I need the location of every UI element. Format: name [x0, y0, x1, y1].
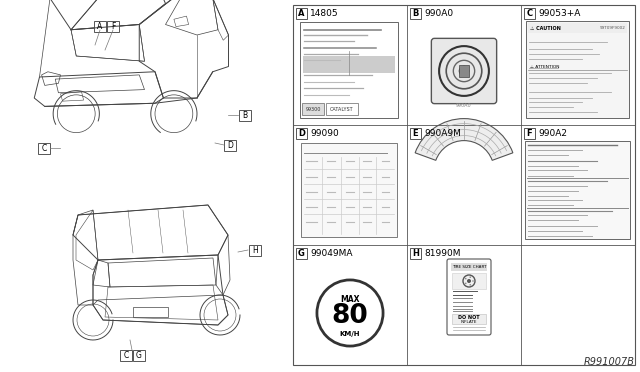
Text: 990A9M: 990A9M — [424, 129, 461, 138]
Text: D: D — [227, 141, 233, 150]
Text: G: G — [136, 350, 142, 359]
Bar — [94, 20, 106, 32]
Text: 81990M: 81990M — [424, 249, 461, 258]
Circle shape — [467, 279, 471, 283]
Text: 14805: 14805 — [310, 9, 339, 18]
Text: 99053+A: 99053+A — [538, 9, 580, 18]
Text: C: C — [42, 144, 47, 153]
Text: ⚠ ATTENTION: ⚠ ATTENTION — [530, 65, 559, 68]
Bar — [296, 128, 307, 139]
Circle shape — [465, 278, 467, 279]
Bar — [120, 350, 132, 360]
Text: H: H — [412, 249, 419, 258]
Bar — [410, 248, 421, 259]
Text: A: A — [97, 22, 102, 31]
Text: MAX: MAX — [340, 295, 360, 304]
Text: G: G — [298, 249, 305, 258]
Text: 99300: 99300 — [305, 106, 321, 112]
Bar — [133, 307, 168, 317]
Text: A: A — [298, 9, 305, 18]
Text: E: E — [413, 129, 419, 138]
Bar — [224, 140, 236, 151]
Bar — [452, 314, 486, 324]
Text: R991007B: R991007B — [584, 357, 635, 367]
Bar — [410, 8, 421, 19]
Bar — [293, 5, 635, 365]
Wedge shape — [415, 119, 513, 160]
Text: 99049MA: 99049MA — [310, 249, 353, 258]
Text: C: C — [124, 350, 129, 359]
Bar — [302, 103, 324, 115]
Text: ⚠ CAUTION: ⚠ CAUTION — [530, 26, 561, 31]
Bar — [301, 143, 397, 237]
Bar — [524, 128, 535, 139]
Text: B: B — [412, 9, 419, 18]
Bar — [249, 244, 261, 256]
Bar — [296, 248, 307, 259]
FancyBboxPatch shape — [431, 38, 497, 104]
FancyBboxPatch shape — [447, 259, 491, 335]
Bar — [452, 273, 486, 289]
Bar — [459, 65, 469, 77]
Bar — [526, 21, 629, 118]
Bar — [300, 22, 398, 118]
Circle shape — [465, 283, 467, 284]
Bar — [296, 8, 307, 19]
Bar — [239, 109, 251, 121]
Text: 99T09F9002: 99T09F9002 — [600, 26, 626, 30]
Bar — [38, 142, 50, 154]
Bar — [524, 8, 535, 19]
Text: H: H — [252, 246, 258, 254]
Text: 99090: 99090 — [310, 129, 339, 138]
Text: F: F — [111, 22, 115, 31]
Circle shape — [472, 280, 474, 282]
Text: D: D — [298, 129, 305, 138]
Bar — [133, 350, 145, 360]
Text: DO NOT: DO NOT — [458, 315, 480, 320]
Bar — [410, 128, 421, 139]
Bar — [525, 141, 630, 239]
Text: F: F — [527, 129, 532, 138]
Circle shape — [469, 276, 471, 278]
Text: 990A0: 990A0 — [424, 9, 453, 18]
Circle shape — [469, 284, 471, 286]
Circle shape — [317, 280, 383, 346]
Text: B: B — [243, 110, 248, 119]
Text: C: C — [527, 9, 532, 18]
Text: TIRE SIZE CHART: TIRE SIZE CHART — [452, 265, 486, 269]
Text: 990A0: 990A0 — [456, 103, 472, 108]
Text: INFLATE: INFLATE — [461, 320, 477, 324]
Bar — [326, 103, 358, 115]
Text: 990A2: 990A2 — [538, 129, 567, 138]
Text: 80: 80 — [332, 303, 369, 329]
Bar — [303, 55, 395, 73]
Bar — [107, 20, 119, 32]
Bar — [451, 263, 487, 271]
Text: KM/H: KM/H — [340, 331, 360, 337]
Text: CATALYST: CATALYST — [330, 106, 354, 112]
Bar — [528, 23, 627, 33]
